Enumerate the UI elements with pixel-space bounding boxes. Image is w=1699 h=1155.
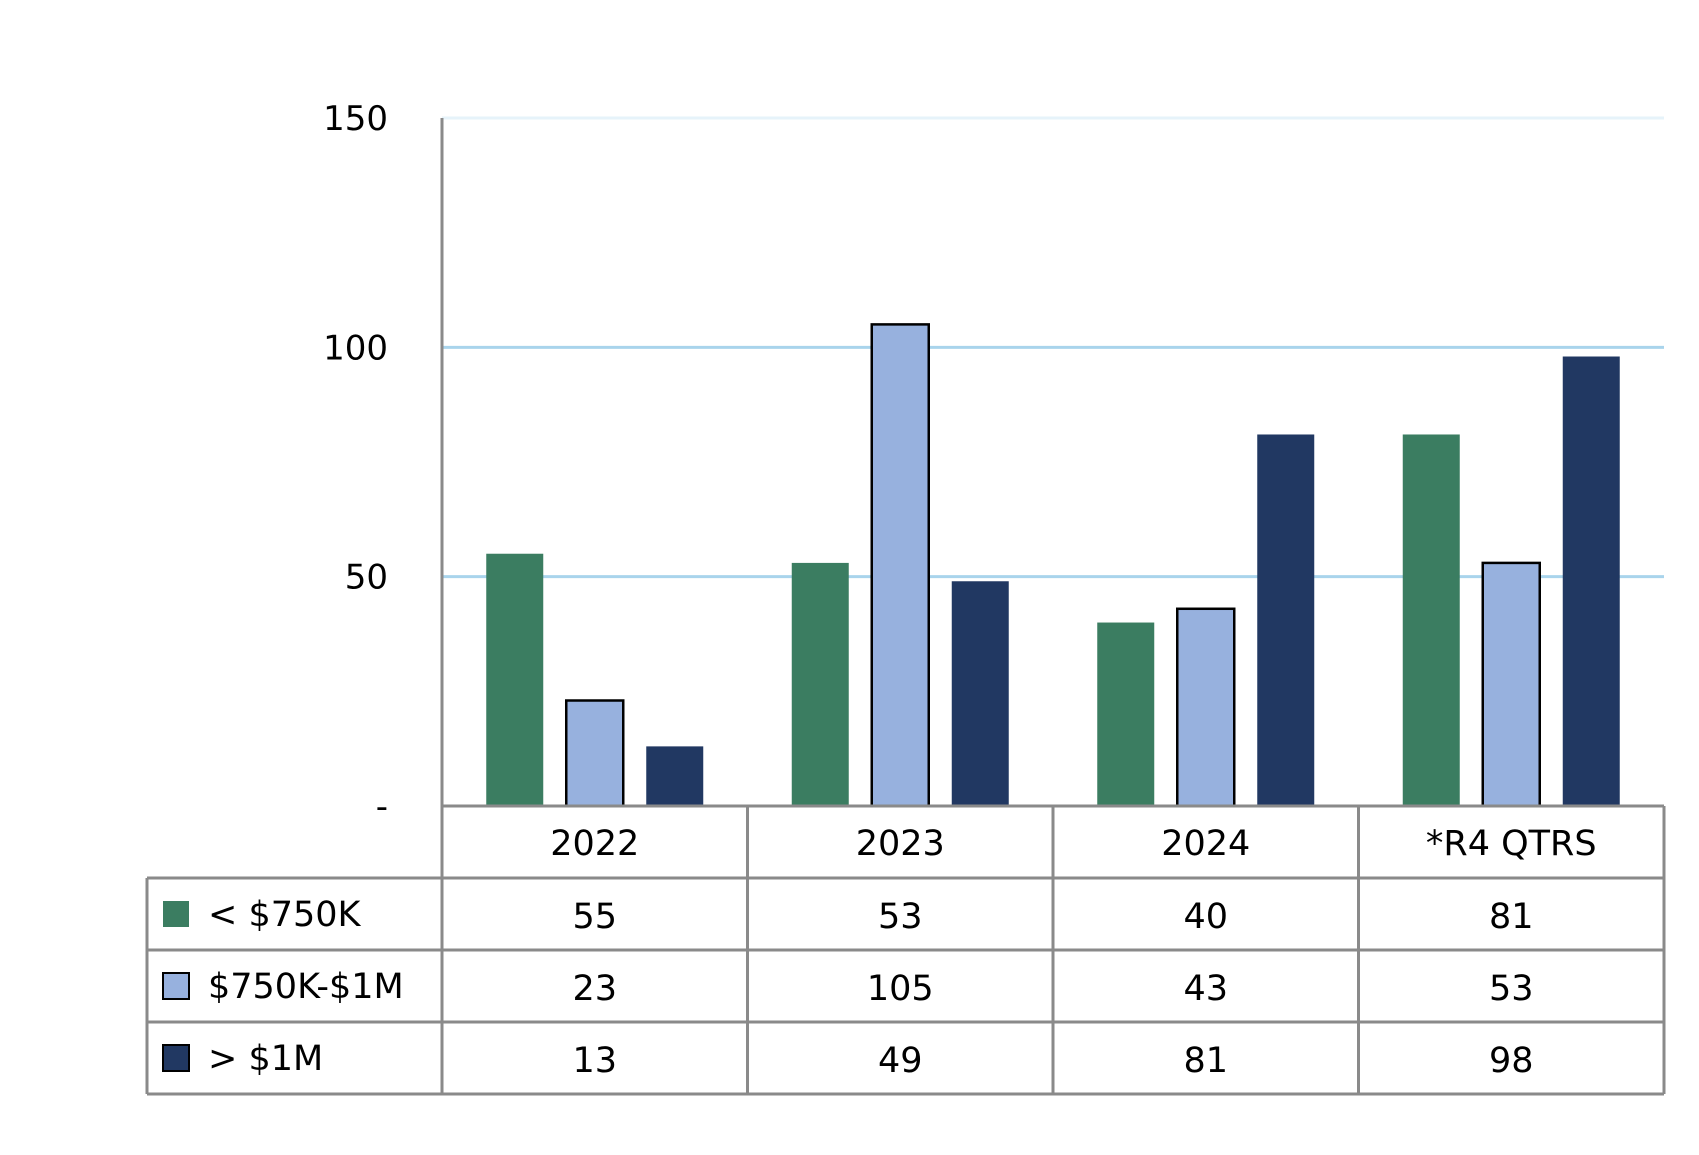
bar-2-1 [565, 699, 625, 808]
data-label: 81 [1183, 1041, 1228, 1081]
bar-2-3 [1176, 607, 1236, 808]
data-label: 55 [572, 897, 617, 937]
bar-2-2 [870, 323, 930, 808]
bar-1-1 [486, 553, 544, 806]
legend-label: $750K-$1M [208, 967, 404, 1007]
bar-2-4 [1481, 561, 1541, 808]
legend-key-3 [162, 1044, 190, 1072]
data-label: 13 [572, 1041, 617, 1081]
data-label: 43 [1183, 969, 1228, 1009]
data-label: 81 [1489, 897, 1534, 937]
data-table: 2022 2023 2024 *R4 QTRS < $750K 55 53 40 81 $750K… [145, 804, 1666, 1096]
bar-3-1 [646, 746, 704, 806]
gridlines [442, 116, 1664, 579]
y-tick-label: - [376, 787, 388, 827]
data-label: 53 [1489, 969, 1534, 1009]
y-tick-label: 100 [323, 328, 388, 368]
data-label: 40 [1183, 897, 1228, 937]
data-label: 98 [1489, 1041, 1534, 1081]
bar-1-2 [791, 562, 849, 806]
bar-3-4 [1562, 356, 1620, 806]
legend-label: > $1M [208, 1039, 323, 1079]
y-axis-ticks: - 50 100 150 [323, 99, 388, 827]
category-label: 2022 [550, 824, 639, 864]
legend-key-2 [162, 972, 190, 1000]
bar-3-3 [1257, 434, 1315, 806]
y-tick-label: 50 [345, 558, 388, 598]
legend-key-1 [163, 901, 189, 927]
bars [486, 323, 1620, 808]
legend-label: < $750K [208, 895, 362, 935]
category-label: 2023 [856, 824, 945, 864]
y-tick-label: 150 [323, 99, 388, 139]
data-label: 105 [867, 969, 934, 1009]
bar-1-3 [1097, 622, 1155, 806]
bar-1-4 [1402, 434, 1460, 806]
data-label: 53 [878, 897, 923, 937]
category-label: *R4 QTRS [1426, 824, 1597, 864]
category-label: 2024 [1161, 824, 1250, 864]
bar-3-2 [951, 581, 1009, 806]
data-label: 23 [572, 969, 617, 1009]
data-label: 49 [878, 1041, 923, 1081]
